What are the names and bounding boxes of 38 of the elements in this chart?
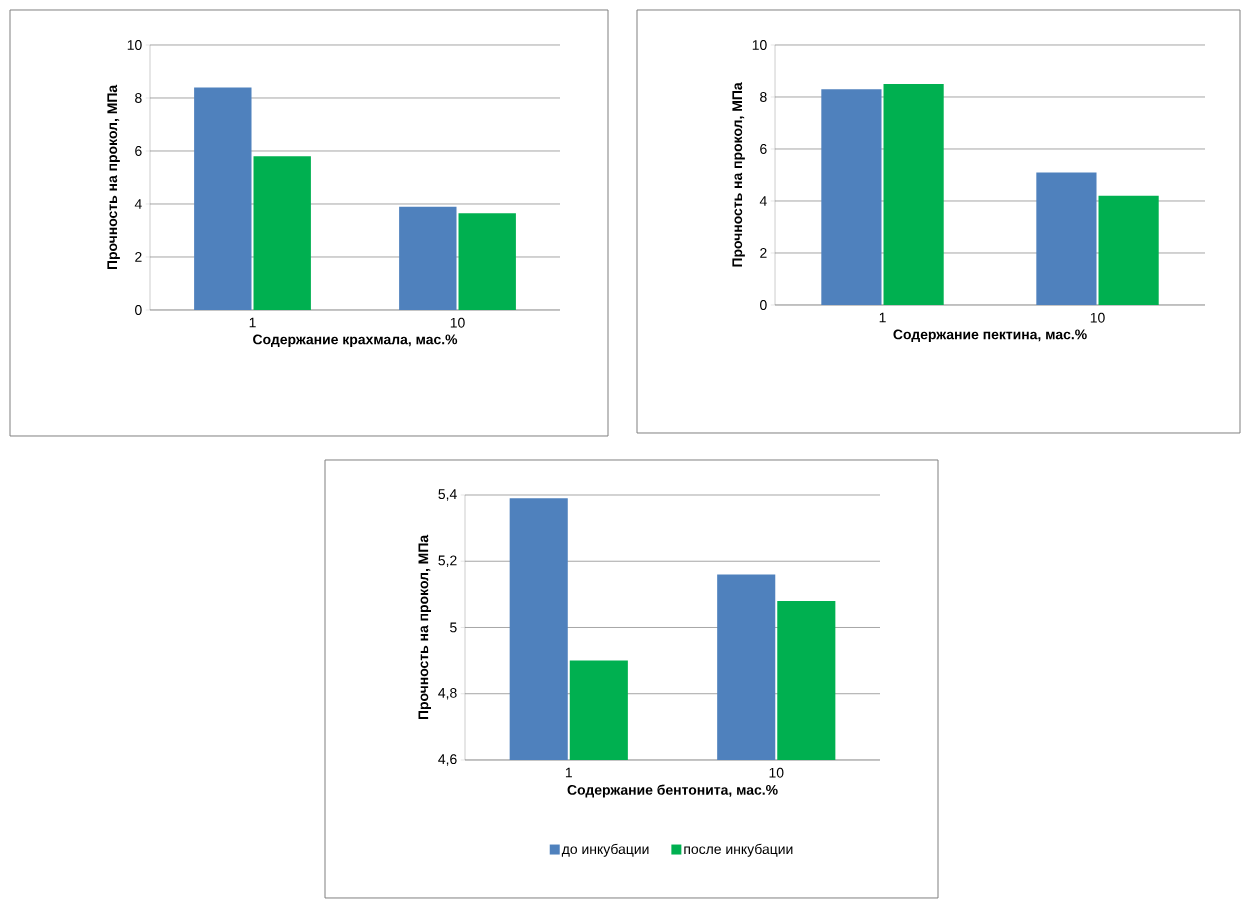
bar: [253, 156, 311, 310]
y-tick-label: 6: [760, 144, 767, 154]
x-tick-label: 1: [879, 312, 886, 323]
y-tick-label: 4: [759, 196, 767, 206]
y-axis-title: Прочность на прокол, МПа: [732, 82, 745, 267]
x-tick-label: 1: [565, 767, 572, 778]
y-tick-label: 0: [760, 300, 767, 310]
bar: [1036, 172, 1097, 305]
y-tick-label: 6: [135, 146, 142, 156]
y-tick-label: 2: [135, 252, 142, 262]
legend-label: до инкубации: [561, 843, 649, 857]
y-tick-label: 10: [752, 40, 767, 50]
x-axis-title: Содержание бентонита, мас.%: [567, 784, 778, 798]
bar: [399, 206, 457, 310]
bar: [883, 83, 944, 305]
x-axis-title: Содержание крахмала, мас.%: [253, 334, 458, 348]
x-tick-label: 1: [249, 317, 256, 328]
y-tick-label: 8: [760, 92, 767, 102]
bar: [1098, 195, 1159, 305]
y-tick-label: 4,8: [438, 687, 457, 700]
y-tick-label: 5,4: [438, 489, 457, 501]
x-tick-label: 10: [1090, 312, 1105, 323]
bar: [821, 89, 882, 305]
y-tick-label: 10: [127, 40, 142, 50]
x-axis-title: Содержание пектина, мас.%: [893, 329, 1087, 343]
y-tick-label: 8: [135, 93, 142, 103]
x-tick-label: 10: [450, 317, 465, 328]
y-tick-label: 0: [135, 305, 142, 315]
y-axis-title: Прочность на прокол, МПа: [107, 84, 120, 270]
legend-label: после инкубации: [684, 843, 793, 857]
bar: [194, 87, 252, 310]
y-tick-label: 5,2: [438, 555, 457, 567]
y-tick-label: 2: [760, 248, 767, 258]
bar: [458, 213, 516, 310]
y-tick-label: 4,6: [438, 754, 457, 766]
y-axis-title: Прочность на прокол, МПа: [418, 534, 432, 720]
y-tick-label: 5: [450, 622, 457, 633]
y-tick-label: 4: [134, 199, 142, 209]
